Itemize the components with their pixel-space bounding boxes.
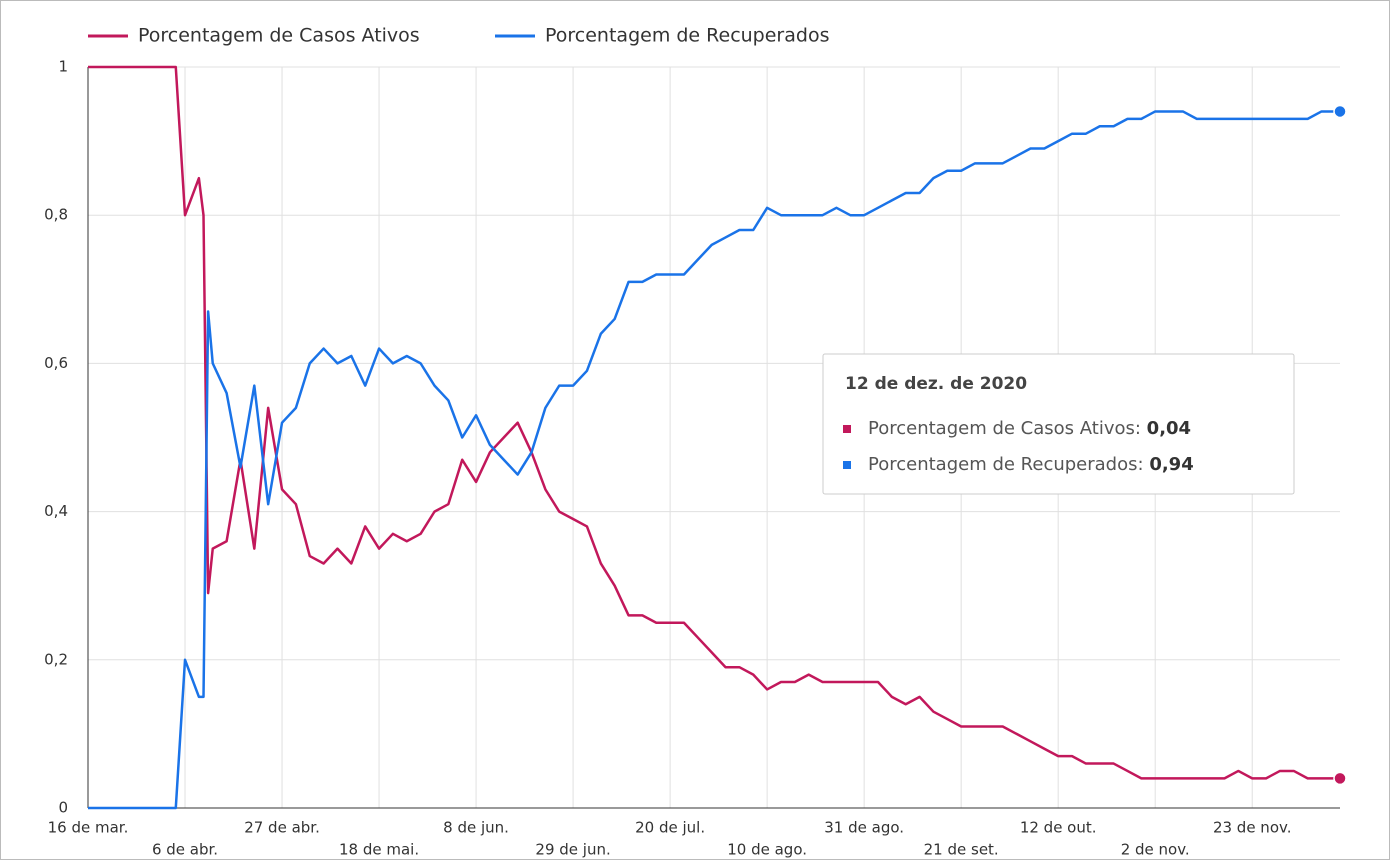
legend-label: Porcentagem de Casos Ativos xyxy=(138,25,420,47)
tooltip-box xyxy=(822,353,1295,495)
legend-label: Porcentagem de Recuperados xyxy=(545,25,829,47)
tooltip-row: Porcentagem de Casos Ativos: 0,04 xyxy=(868,418,1191,439)
x-tick-label: 27 de abr. xyxy=(244,819,320,837)
tooltip-swatch xyxy=(843,461,851,469)
y-tick-label: 1 xyxy=(58,58,68,76)
tooltip-value: 0,04 xyxy=(1147,418,1191,439)
y-tick-label: 0,4 xyxy=(44,502,68,520)
y-tick-label: 0,6 xyxy=(44,354,68,372)
tooltip-title: 12 de dez. de 2020 xyxy=(845,374,1027,394)
x-tick-label: 21 de set. xyxy=(924,841,999,859)
data-line xyxy=(88,110,1340,810)
x-tick-label: 23 de nov. xyxy=(1213,819,1292,837)
tooltip-value: 0,94 xyxy=(1149,454,1193,475)
y-tick-label: 0,2 xyxy=(44,650,68,668)
tooltip-swatch xyxy=(843,425,851,433)
y-tick-label: 0 xyxy=(58,799,68,817)
x-tick-label: 16 de mar. xyxy=(48,819,129,837)
tooltip-row: Porcentagem de Recuperados: 0,94 xyxy=(868,454,1194,475)
x-tick-label: 6 de abr. xyxy=(152,841,218,859)
end-point xyxy=(1333,771,1347,786)
x-tick-label: 8 de jun. xyxy=(443,819,509,837)
x-tick-label: 31 de ago. xyxy=(824,819,904,837)
end-point xyxy=(1333,104,1347,119)
x-tick-label: 12 de out. xyxy=(1020,819,1097,837)
x-tick-label: 18 de mai. xyxy=(339,841,419,859)
tooltip-label: Porcentagem de Casos Ativos: xyxy=(868,418,1141,439)
y-tick-label: 0,8 xyxy=(44,206,68,224)
tooltip: 12 de dez. de 2020 Porcentagem de Casos A… xyxy=(822,353,1295,495)
x-tick-label: 10 de ago. xyxy=(727,841,807,859)
x-tick-label: 2 de nov. xyxy=(1121,841,1190,859)
x-tick-label: 29 de jun. xyxy=(535,841,610,859)
x-tick-label: 20 de jul. xyxy=(635,819,705,837)
tooltip-label: Porcentagem de Recuperados: xyxy=(868,454,1144,475)
